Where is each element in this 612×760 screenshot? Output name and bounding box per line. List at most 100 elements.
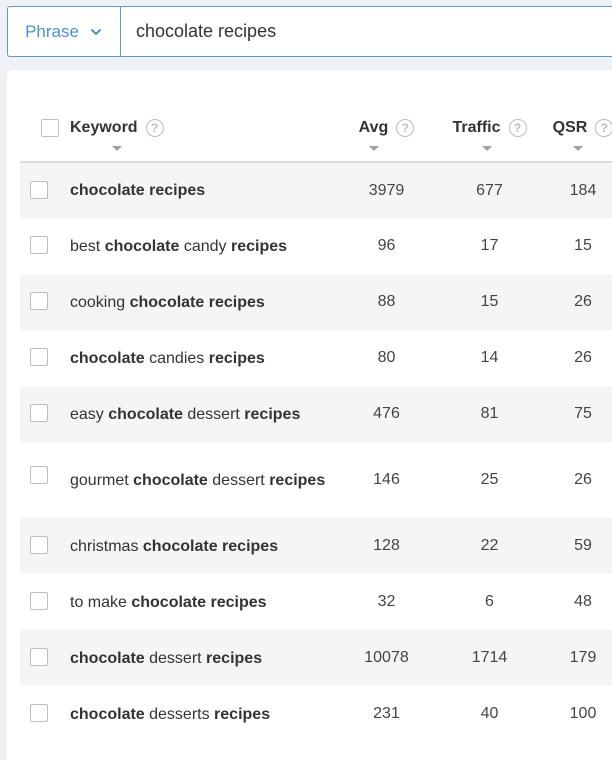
keyword-match-text: recipes: [208, 293, 265, 311]
chevron-down-icon: [90, 28, 101, 35]
keyword-cell[interactable]: to make chocolate recipes: [70, 574, 340, 630]
table-row[interactable]: chocolate desserts recipes 231 40 100: [20, 686, 612, 742]
row-checkbox[interactable]: [30, 704, 48, 722]
qsr-cell: 184: [569, 181, 597, 199]
keyword-text: best: [70, 237, 105, 255]
keyword-match-text: chocolate: [131, 593, 207, 611]
avg-cell: 80: [377, 349, 396, 366]
select-all-checkbox[interactable]: [41, 119, 59, 137]
keyword-match-text: chocolate: [70, 649, 145, 667]
qsr-cell: 15: [574, 237, 592, 254]
table-row[interactable]: to make chocolate recipes 32 6 48: [20, 574, 612, 630]
avg-cell: 231: [373, 705, 400, 722]
keyword-match-text: recipes: [149, 182, 206, 199]
keyword-match-text: recipes: [230, 237, 288, 255]
qsr-cell: 179: [569, 649, 597, 666]
keyword-match-text: recipes: [222, 537, 279, 555]
keyword-cell[interactable]: gourmet chocolate dessert recipes: [70, 442, 340, 518]
row-checkbox[interactable]: [30, 181, 48, 199]
qsr-header-label: QSR: [552, 118, 588, 136]
row-select-cell: [20, 442, 70, 518]
row-checkbox[interactable]: [30, 592, 48, 610]
keyword-cell[interactable]: chocolate candies recipes: [70, 330, 340, 386]
help-icon[interactable]: ?: [145, 118, 164, 137]
avg-cell: 88: [377, 293, 396, 310]
qsr-header[interactable]: QSR ?: [546, 94, 612, 162]
keyword-text: desserts: [144, 705, 215, 723]
table-row[interactable]: chocolate dessert recipes 10078 1714 179: [20, 630, 612, 686]
row-checkbox[interactable]: [30, 404, 48, 422]
traffic-cell: 1714: [471, 649, 508, 666]
table-row[interactable]: cooking chocolate recipes 88 15 26: [20, 274, 612, 330]
table-row[interactable]: easy chocolate dessert recipes 476 81 75: [20, 386, 612, 442]
keyword-text: dessert: [144, 649, 207, 667]
avg-cell: 3979: [368, 181, 405, 199]
keyword-cell[interactable]: easy chocolate dessert recipes: [70, 386, 340, 442]
select-all-cell: [20, 94, 70, 162]
traffic-cell: 17: [480, 237, 499, 254]
table-header-row: Keyword ? Avg ? Traffic ?: [20, 94, 612, 162]
table-row[interactable]: gourmet chocolate dessert recipes 146 25 26: [20, 442, 612, 518]
keyword-match-text: chocolate: [70, 349, 145, 367]
traffic-cell: 677: [476, 181, 503, 199]
sort-arrow-icon: [112, 145, 122, 151]
traffic-header[interactable]: Traffic ?: [433, 94, 546, 162]
keyword-match-text: chocolate: [142, 537, 218, 555]
traffic-cell: 6: [485, 593, 494, 610]
keyword-match-text: recipes: [206, 649, 263, 667]
avg-cell: 476: [373, 405, 400, 422]
traffic-cell: 15: [480, 293, 499, 310]
keyword-match-text: recipes: [269, 471, 326, 489]
keyword-match-text: chocolate: [70, 705, 145, 723]
table-row[interactable]: christmas chocolate recipes 128 22 59: [20, 518, 612, 574]
qsr-cell: 75: [574, 405, 592, 422]
keyword-cell[interactable]: best chocolate candy recipes: [70, 218, 340, 274]
keyword-header[interactable]: Keyword ?: [70, 94, 340, 162]
avg-cell: 128: [373, 537, 400, 554]
row-checkbox[interactable]: [30, 236, 48, 254]
results-panel: Keyword ? Avg ? Traffic ?: [7, 70, 612, 760]
traffic-header-label: Traffic: [452, 118, 501, 136]
keyword-cell[interactable]: cooking chocolate recipes: [70, 274, 340, 330]
table-row[interactable]: chocolate candies recipes 80 14 26: [20, 330, 612, 386]
keyword-cell[interactable]: christmas chocolate recipes: [70, 518, 340, 574]
search-bar: Phrase: [7, 6, 612, 57]
row-select-cell: [20, 274, 70, 330]
avg-cell: 10078: [364, 649, 409, 666]
sort-arrow-icon: [368, 145, 379, 151]
keyword-match-text: chocolate: [104, 237, 180, 255]
row-select-cell: [20, 574, 70, 630]
search-mode-label: Phrase: [25, 21, 79, 41]
search-mode-dropdown[interactable]: Phrase: [7, 6, 120, 57]
keyword-cell[interactable]: chocolate desserts recipes: [70, 686, 340, 742]
row-checkbox[interactable]: [30, 648, 48, 666]
row-checkbox[interactable]: [30, 292, 48, 310]
keyword-match-text: chocolate: [133, 471, 208, 489]
row-select-cell: [20, 162, 70, 218]
keyword-text: candies: [144, 349, 209, 367]
keyword-header-label: Keyword: [70, 118, 138, 136]
keyword-cell[interactable]: chocolate dessert recipes: [70, 630, 340, 686]
avg-header[interactable]: Avg ?: [340, 94, 433, 162]
keyword-cell[interactable]: chocolate recipes: [70, 162, 340, 218]
row-checkbox[interactable]: [30, 348, 48, 366]
table-row[interactable]: chocolate recipes 3979 677 184: [20, 162, 612, 218]
traffic-cell: 81: [480, 405, 499, 422]
avg-header-label: Avg: [358, 118, 389, 136]
help-icon[interactable]: ?: [396, 118, 415, 137]
keyword-text: easy: [70, 405, 109, 423]
qsr-cell: 59: [574, 537, 592, 554]
keyword-text: dessert: [182, 405, 245, 423]
keyword-match-text: recipes: [210, 593, 267, 611]
row-checkbox[interactable]: [30, 536, 48, 554]
help-icon[interactable]: ?: [595, 118, 612, 137]
qsr-cell: 26: [574, 293, 592, 310]
table-row[interactable]: best chocolate candy recipes 96 17 15: [20, 218, 612, 274]
row-select-cell: [20, 630, 70, 686]
help-icon[interactable]: ?: [508, 118, 527, 137]
row-checkbox[interactable]: [30, 466, 48, 484]
keyword-match-text: chocolate: [108, 405, 183, 423]
traffic-cell: 40: [480, 705, 499, 722]
traffic-cell: 22: [480, 537, 499, 554]
search-input[interactable]: [120, 6, 612, 57]
